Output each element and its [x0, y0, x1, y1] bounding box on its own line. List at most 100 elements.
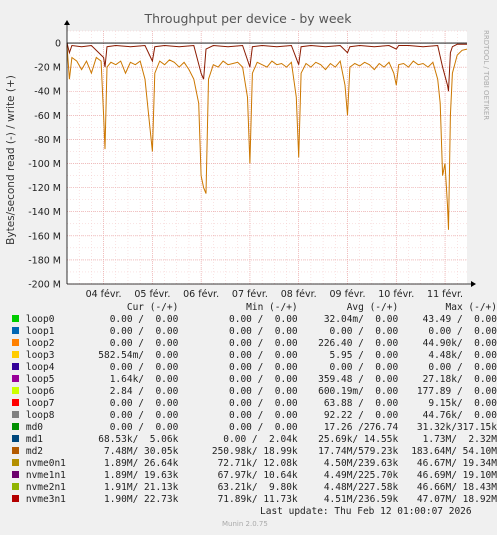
legend-cur: 582.54m/ 0.00 [98, 350, 179, 361]
legend-avg: 226.40 / 0.00 [318, 338, 399, 349]
legend-swatch [12, 375, 19, 382]
legend-name: loop8 [25, 410, 55, 421]
y-axis-arrow-icon [64, 20, 70, 25]
x-tick-label: 08 févr. [281, 289, 317, 300]
legend-swatch-cell [10, 386, 26, 398]
legend-cur: 1.90M/ 22.73k [103, 494, 179, 505]
legend-swatch-cell [10, 434, 26, 446]
legend-name: loop6 [25, 386, 55, 397]
legend-avg: 32.04m/ 0.00 [323, 314, 399, 325]
legend-swatch-cell [10, 410, 26, 422]
legend-max: 43.49 / 0.00 [422, 314, 497, 325]
legend-swatch [12, 495, 19, 502]
legend-avg: 92.22 / 0.00 [323, 410, 399, 421]
legend-swatch [12, 327, 19, 334]
legend-avg: 600.19m/ 0.00 [318, 386, 399, 397]
legend-row: loop5 1.64k/ 0.00 0.00 / 0.00 359.48 / 0.00… [10, 374, 497, 386]
legend-min: 250.98k/ 18.99k [211, 446, 298, 457]
x-tick-label: 05 févr. [134, 289, 170, 300]
legend-swatch-cell [10, 422, 26, 434]
legend-cur: 0.00 / 0.00 [109, 422, 179, 433]
legend-swatch [12, 423, 19, 430]
legend-cur: 0.00 / 0.00 [109, 398, 179, 409]
legend-swatch-cell [10, 398, 26, 410]
legend-min: 0.00 / 0.00 [229, 386, 298, 397]
legend-max: 44.76k/ 0.00 [422, 410, 497, 421]
legend-min: 0.00 / 0.00 [229, 326, 298, 337]
legend-row: md0 0.00 / 0.00 0.00 / 0.00 17.26 /276.74 31… [10, 422, 497, 434]
legend-min: 0.00 / 0.00 [229, 410, 298, 421]
legend-avg: 17.74M/579.23k [318, 446, 399, 457]
legend-avg: 25.69k/ 14.55k [318, 434, 399, 445]
legend-min: 67.97k/ 10.64k [217, 470, 298, 481]
legend-max: 27.18k/ 0.00 [422, 374, 497, 385]
y-tick-label: -60 M [34, 111, 61, 122]
legend-header-max: Max (-/+) [445, 302, 497, 313]
legend-row: md1 68.53k/ 5.06k 0.00 / 2.04k 25.69k/ 14.5… [10, 434, 497, 446]
legend-swatch [12, 459, 19, 466]
legend-row: loop8 0.00 / 0.00 0.00 / 0.00 92.22 / 0.00 4… [10, 410, 497, 422]
x-axis-arrow-icon [471, 281, 476, 287]
legend-max: 0.00 / 0.00 [428, 326, 497, 337]
chart-title: Throughput per device - by week [144, 11, 353, 26]
legend-row: loop6 2.84 / 0.00 0.00 / 0.00 600.19m/ 0.00… [10, 386, 497, 398]
legend-max: 0.00 / 0.00 [428, 362, 497, 373]
legend-row: nvme0n1 1.89M/ 26.64k 72.71k/ 12.08k 4.50M/… [10, 458, 497, 470]
legend-row: loop0 0.00 / 0.00 0.00 / 0.00 32.04m/ 0.00 4… [10, 314, 497, 326]
legend-row: loop2 0.00 / 0.00 0.00 / 0.00 226.40 / 0.00… [10, 338, 497, 350]
legend-header-min: Min (-/+) [246, 302, 298, 313]
legend-swatch [12, 351, 19, 358]
legend-row: loop3 582.54m/ 0.00 0.00 / 0.00 5.95 / 0.00… [10, 350, 497, 362]
legend-swatch-cell [10, 494, 26, 506]
legend-min: 63.21k/ 9.80k [217, 482, 298, 493]
legend-min: 0.00 / 0.00 [229, 374, 298, 385]
legend-row: loop7 0.00 / 0.00 0.00 / 0.00 63.88 / 0.00 9… [10, 398, 497, 410]
legend-name: md2 [25, 446, 44, 457]
y-tick-label: -200 M [28, 280, 61, 291]
legend-swatch-cell [10, 446, 26, 458]
legend-swatch [12, 315, 19, 322]
x-tick-label: 11 févr. [427, 289, 463, 300]
y-tick-label: -120 M [28, 183, 61, 194]
legend-cur: 0.00 / 0.00 [109, 326, 179, 337]
y-tick-label: -180 M [28, 255, 61, 266]
legend-swatch-cell [10, 470, 26, 482]
legend-min: 0.00 / 0.00 [229, 350, 298, 361]
legend-avg: 63.88 / 0.00 [323, 398, 399, 409]
y-tick-label: 0 [55, 39, 61, 50]
series-line-md2 [66, 45, 468, 230]
legend-name: loop1 [25, 326, 55, 337]
legend-cur: 68.53k/ 5.06k [98, 434, 179, 445]
legend-swatch-cell [10, 458, 26, 470]
legend-avg: 4.51M/236.59k [323, 494, 399, 505]
legend-name: loop0 [25, 314, 55, 325]
chart: Throughput per device - by week Bytes/se… [5, 11, 490, 300]
legend-header-cur: Cur (-/+) [126, 302, 179, 313]
legend-cur: 1.89M/ 19.63k [103, 470, 179, 481]
legend-avg: 0.00 / 0.00 [329, 326, 399, 337]
legend-cur: 0.00 / 0.00 [109, 338, 179, 349]
y-tick-label: -160 M [28, 231, 61, 242]
plot-area [67, 31, 467, 284]
x-tick-label: 04 févr. [86, 289, 122, 300]
legend-row: nvme3n1 1.90M/ 22.73k 71.89k/ 11.73k 4.51M/… [10, 494, 497, 506]
last-update: Last update: Thu Feb 12 01:00:07 2026 [260, 506, 472, 517]
legend-swatch-cell [10, 338, 26, 350]
legend-swatch-cell [10, 362, 26, 374]
legend-avg: 0.00 / 0.00 [329, 362, 399, 373]
legend-name: nvme3n1 [25, 494, 66, 505]
y-tick-label: -80 M [34, 135, 61, 146]
legend-swatch [12, 447, 19, 454]
legend-name: loop5 [25, 374, 55, 385]
y-tick-label: -20 M [34, 63, 61, 74]
legend-avg: 4.49M/225.70k [323, 470, 399, 481]
legend-swatch-cell [10, 326, 26, 338]
x-tick-label: 06 févr. [183, 289, 219, 300]
legend-swatch [12, 363, 19, 370]
legend-max: 46.69M/ 19.10M [416, 470, 497, 481]
legend-name: md1 [25, 434, 44, 445]
legend-cur: 0.00 / 0.00 [109, 362, 179, 373]
munin-version: Munin 2.0.75 [222, 520, 268, 528]
y-axis-title: Bytes/second read (-) / write (+) [5, 75, 17, 245]
legend-table: Cur (-/+) Min (-/+) Avg (-/+) Max (-/+) … [10, 302, 497, 506]
